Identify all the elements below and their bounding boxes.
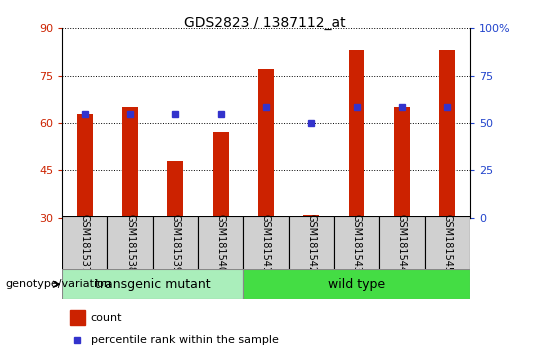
Text: GSM181539: GSM181539	[170, 214, 180, 273]
Bar	[198, 216, 244, 271]
Text: wild type: wild type	[328, 278, 385, 291]
Text: GDS2823 / 1387112_at: GDS2823 / 1387112_at	[184, 16, 346, 30]
Bar	[244, 269, 470, 299]
Text: GSM181538: GSM181538	[125, 214, 135, 273]
Text: percentile rank within the sample: percentile rank within the sample	[91, 335, 279, 346]
Text: GSM181540: GSM181540	[215, 214, 226, 273]
Text: GSM181545: GSM181545	[442, 214, 452, 273]
Bar	[334, 216, 379, 271]
Text: GSM181542: GSM181542	[306, 214, 316, 273]
Bar	[77, 114, 93, 218]
Bar	[167, 161, 183, 218]
Bar	[62, 269, 244, 299]
Bar	[303, 215, 319, 218]
Text: GSM181541: GSM181541	[261, 214, 271, 273]
Text: genotype/variation: genotype/variation	[5, 279, 111, 289]
Bar	[379, 216, 424, 271]
Bar	[62, 216, 107, 271]
Bar	[258, 69, 274, 218]
Text: count: count	[91, 313, 122, 323]
Bar	[349, 50, 365, 218]
Text: GSM181543: GSM181543	[352, 214, 362, 273]
Bar	[213, 132, 228, 218]
Text: GSM181537: GSM181537	[80, 214, 90, 273]
Bar	[394, 107, 410, 218]
Bar	[288, 216, 334, 271]
Bar	[424, 216, 470, 271]
Bar	[70, 310, 85, 325]
Bar	[244, 216, 288, 271]
Text: GSM181544: GSM181544	[397, 214, 407, 273]
Bar	[122, 107, 138, 218]
Text: transgenic mutant: transgenic mutant	[95, 278, 211, 291]
Bar	[439, 50, 455, 218]
Bar	[107, 216, 153, 271]
Bar	[153, 216, 198, 271]
